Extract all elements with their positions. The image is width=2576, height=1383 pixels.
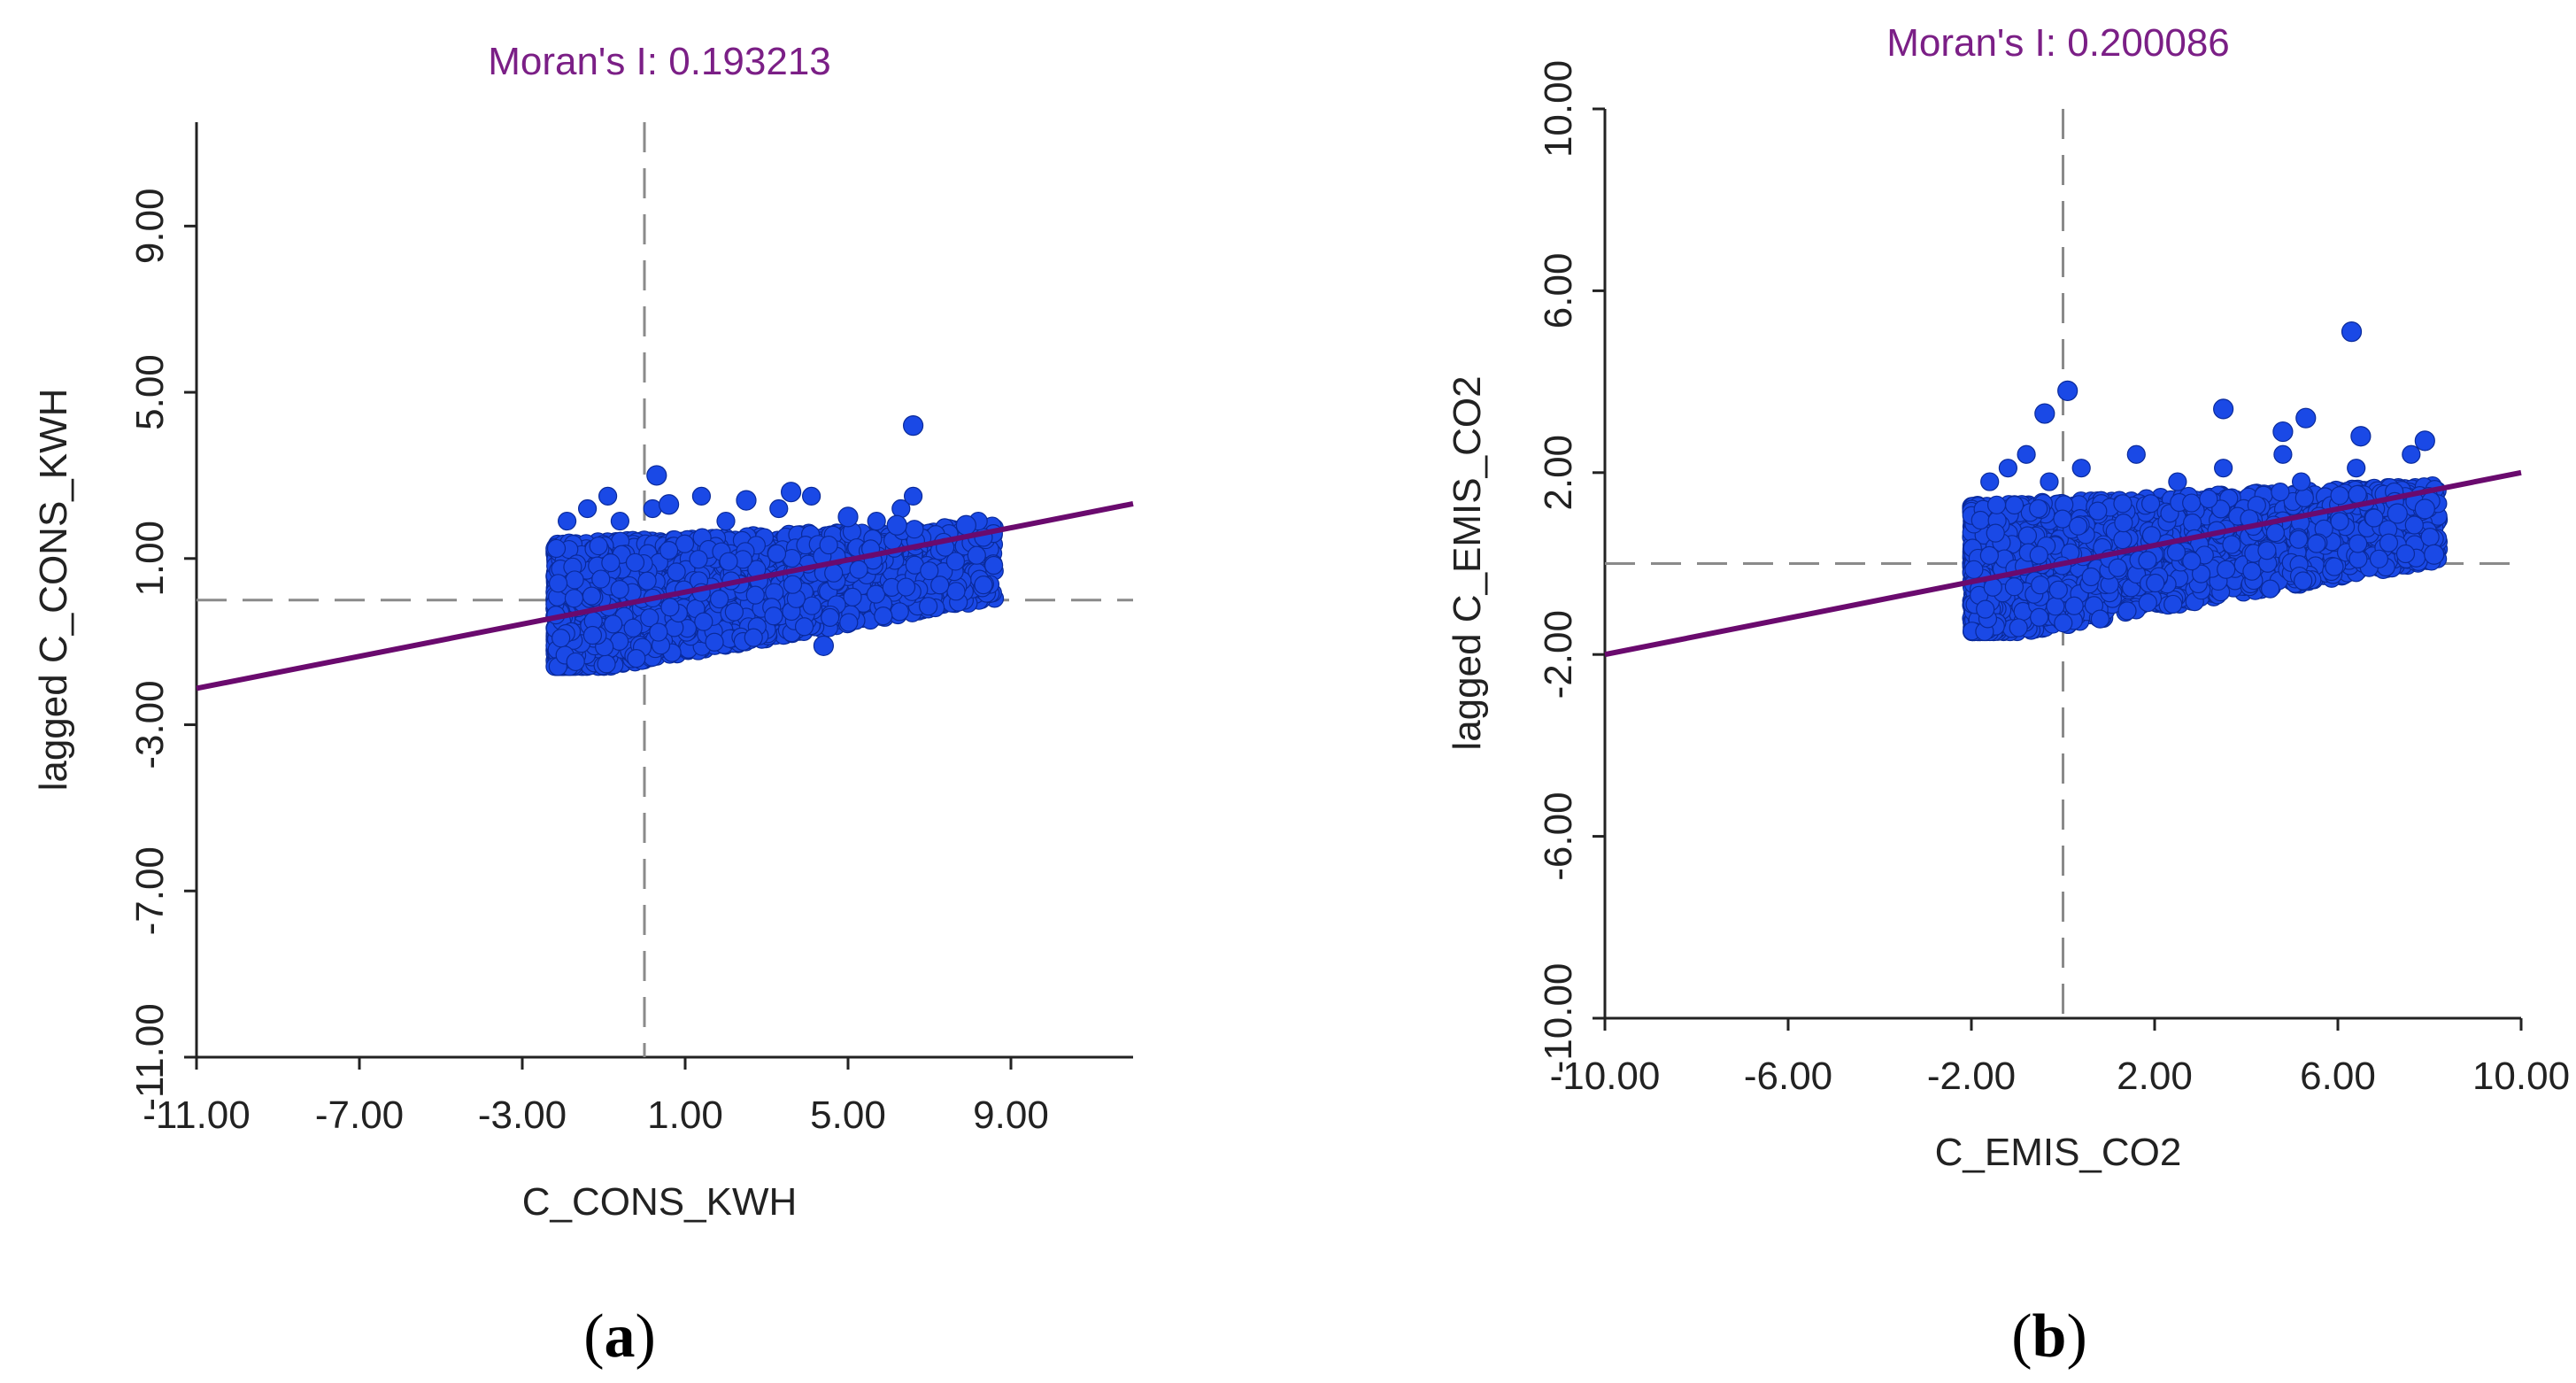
data-point [825, 564, 843, 582]
data-point [737, 491, 756, 510]
data-point [690, 551, 707, 568]
data-point [598, 655, 615, 673]
data-point [550, 575, 567, 592]
data-point [692, 487, 710, 505]
data-point [706, 633, 723, 651]
data-point [968, 546, 985, 564]
y-tick-label: 1.00 [128, 521, 172, 597]
data-point [583, 627, 601, 645]
data-point [548, 539, 566, 557]
x-axis-label: C_CONS_KWH [522, 1180, 798, 1224]
data-point [875, 607, 892, 625]
data-point [783, 576, 801, 593]
data-point [552, 630, 570, 647]
scatter-points [546, 416, 1004, 676]
data-point [868, 585, 885, 603]
data-point [725, 603, 743, 621]
chart-title: Moran's I: 0.200086 [1886, 21, 2230, 65]
data-point [592, 570, 610, 588]
data-point [717, 513, 735, 530]
x-tick-label: -7.00 [315, 1093, 404, 1137]
data-point [770, 499, 788, 517]
data-point [611, 581, 629, 599]
data-point [765, 607, 783, 625]
data-point [579, 499, 597, 517]
panel-label-letter: a [605, 1302, 636, 1371]
x-tick-label: -3.00 [478, 1093, 567, 1137]
panel-a: Moran's I: 0.193213 -11.00 -7.00 -3.00 1.00… [32, 40, 1133, 1371]
data-point [647, 466, 667, 485]
data-point [590, 537, 607, 555]
data-point [803, 487, 821, 505]
data-point [956, 515, 976, 535]
data-point [582, 587, 600, 605]
data-point [746, 586, 764, 604]
data-point [868, 513, 885, 530]
data-point [628, 650, 645, 668]
data-point [821, 608, 839, 626]
x-tick-label: 9.00 [973, 1093, 1049, 1137]
data-point [838, 507, 858, 527]
data-point [720, 552, 737, 570]
data-point [626, 553, 644, 571]
data-point [566, 571, 583, 589]
data-point [599, 487, 617, 505]
scatter-points [1963, 322, 2448, 641]
x-tick-label: 5.00 [810, 1093, 886, 1137]
data-point [711, 591, 729, 608]
x-tick-label: 1.00 [647, 1093, 723, 1137]
data-point [667, 563, 685, 581]
data-point [782, 483, 801, 502]
data-point [844, 588, 861, 606]
data-point [644, 499, 661, 517]
data-point [744, 629, 762, 646]
data-point [638, 572, 656, 590]
y-tick-label: 9.00 [128, 189, 172, 265]
data-point [768, 545, 786, 562]
data-point [695, 613, 713, 630]
chart-title: Moran's I: 0.193213 [488, 40, 831, 83]
data-point [850, 560, 868, 578]
data-point [947, 583, 965, 600]
panel-label-a: (a) [583, 1302, 656, 1371]
y-tick-label: -7.00 [128, 846, 172, 935]
data-point [559, 513, 576, 530]
data-point [660, 542, 678, 560]
data-point [891, 603, 908, 621]
data-point [803, 597, 821, 614]
y-axis-label: lagged C_CONS_KWH [32, 389, 75, 792]
data-point [624, 619, 642, 637]
data-point [605, 615, 622, 633]
panel-label-close: ) [636, 1302, 656, 1371]
panel-label-open: ( [583, 1302, 604, 1371]
data-point [602, 554, 620, 572]
data-point [650, 623, 667, 641]
data-point [905, 487, 922, 505]
data-point [567, 653, 584, 670]
data-point [840, 614, 858, 631]
data-point [661, 599, 679, 616]
y-tick-label: -3.00 [128, 680, 172, 769]
data-point [906, 521, 923, 538]
y-tick-label: -11.00 [128, 1003, 172, 1111]
y-tick-label: 5.00 [128, 354, 172, 430]
data-point [814, 636, 833, 655]
data-point [796, 618, 814, 636]
data-point [611, 513, 629, 530]
data-point [565, 590, 582, 607]
data-point [898, 578, 915, 596]
data-point [921, 562, 938, 580]
data-point [904, 416, 923, 436]
data-point [975, 576, 992, 594]
data-point [887, 515, 906, 535]
data-point [659, 495, 679, 514]
data-point [920, 598, 937, 615]
data-point [985, 556, 1003, 574]
data-point [676, 535, 694, 552]
data-point [820, 537, 837, 554]
